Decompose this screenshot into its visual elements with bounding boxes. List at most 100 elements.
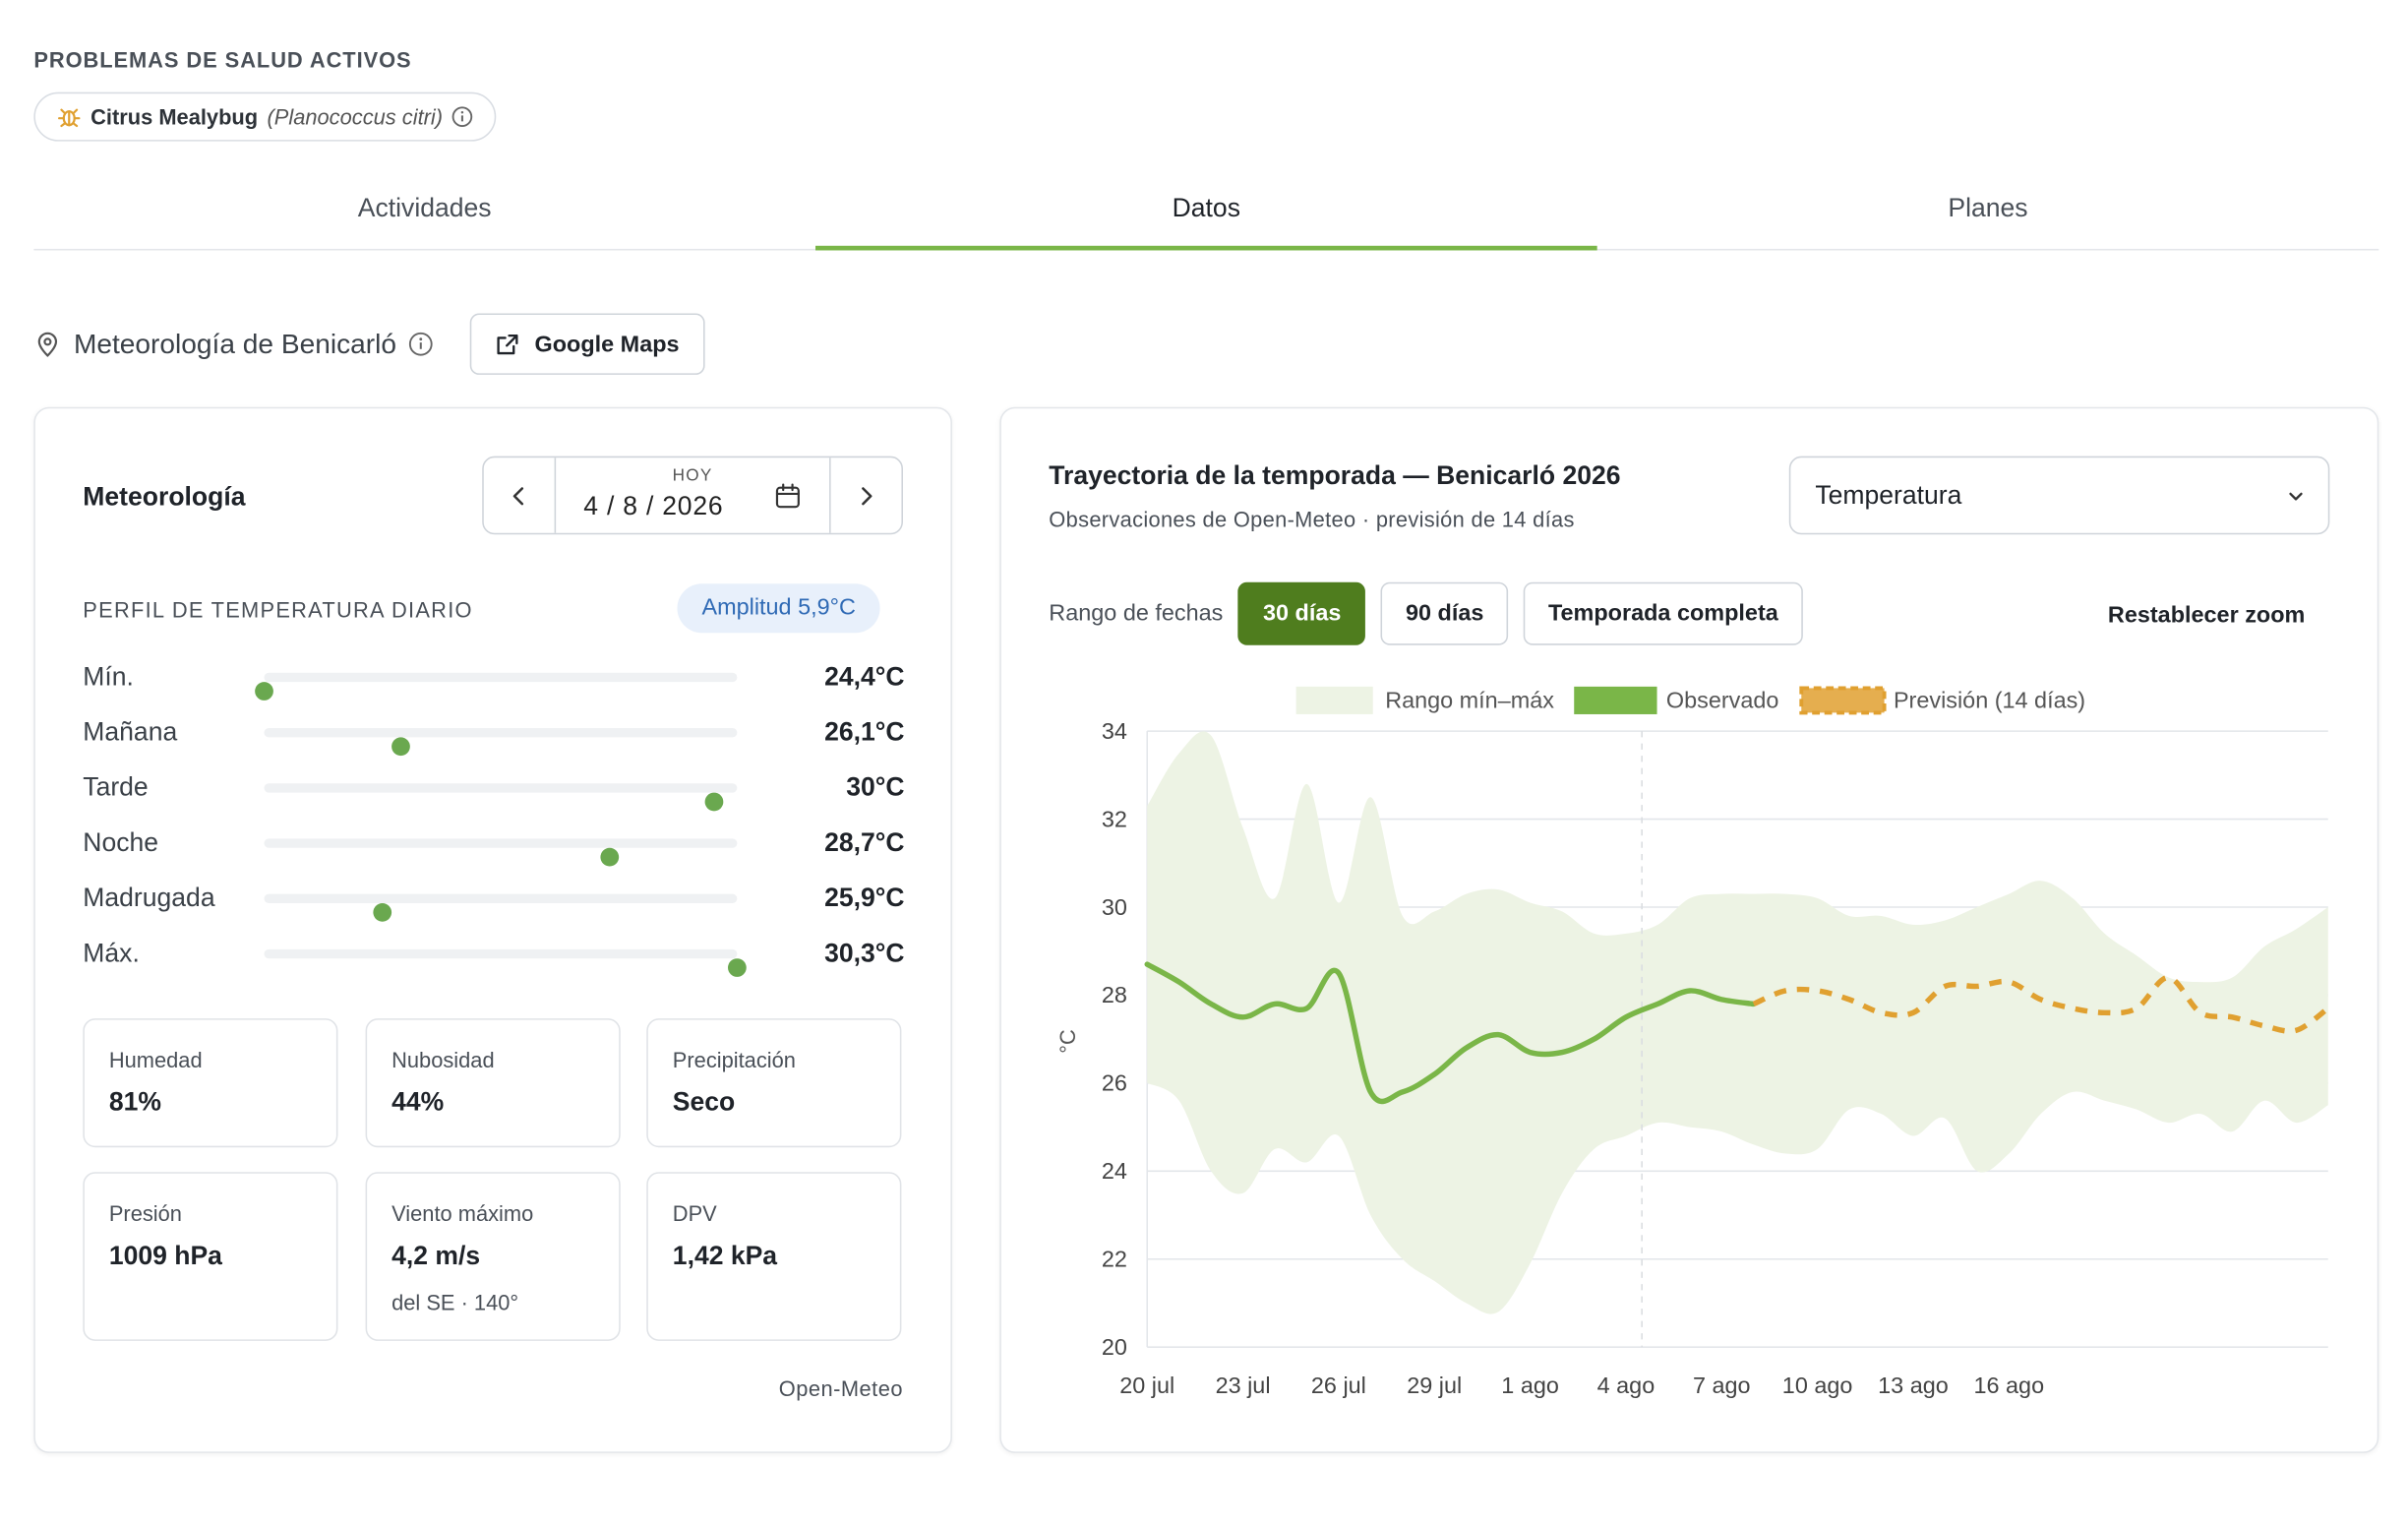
range-full-season-button[interactable]: Temporada completa: [1523, 581, 1803, 645]
metric-value: 1,42 kPa: [672, 1241, 778, 1271]
x-tick-label: 1 ago: [1501, 1372, 1559, 1398]
metric-label: Nubosidad: [391, 1047, 495, 1072]
google-maps-button[interactable]: Google Maps: [469, 313, 706, 375]
x-tick-label: 29 jul: [1407, 1372, 1462, 1398]
metric-label: Presión: [108, 1200, 182, 1226]
chevron-down-icon: [2289, 492, 2303, 501]
y-tick-label: 26: [1102, 1070, 1127, 1096]
legend-forecast-label: Previsión (14 días): [1894, 688, 2085, 713]
amplitude-badge: Amplitud 5,9°C: [677, 583, 880, 634]
metric-vpd: DPV 1,42 kPa: [646, 1172, 902, 1341]
health-issue-chip[interactable]: Citrus Mealybug (Planococcus citri): [33, 92, 497, 142]
metric-precipitation: Precipitación Seco: [646, 1018, 902, 1148]
chart-legend: Rango mín–máx Observado Previsión (14 dí…: [1295, 686, 2085, 715]
reset-zoom-button[interactable]: Restablecer zoom: [2107, 601, 2306, 629]
metric-value: 4,2 m/s: [391, 1241, 481, 1271]
temperature-row-max: Máx. 30,3°C: [83, 936, 905, 977]
date-picker: HOY 4 / 8 / 2026: [482, 456, 903, 535]
metric-cloud-cover: Nubosidad 44%: [365, 1018, 621, 1148]
temperature-row-value: 30°C: [846, 772, 905, 802]
y-tick-label: 32: [1102, 806, 1127, 831]
temperature-row-label: Mañana: [83, 717, 178, 747]
google-maps-label: Google Maps: [534, 331, 680, 357]
date-range-label: Rango de fechas: [1049, 600, 1224, 627]
active-health-issues-label: PROBLEMAS DE SALUD ACTIVOS: [33, 47, 412, 73]
temperature-marker: [728, 958, 747, 977]
calendar-icon[interactable]: [774, 482, 802, 510]
x-tick-label: 4 ago: [1597, 1372, 1656, 1398]
previous-day-button[interactable]: [484, 458, 555, 532]
temperature-marker: [703, 792, 723, 812]
temperature-row-value: 25,9°C: [824, 883, 905, 913]
x-tick-label: 16 ago: [1974, 1372, 2045, 1398]
x-tick-label: 13 ago: [1878, 1372, 1949, 1398]
legend-observed-swatch: [1574, 686, 1657, 714]
temperature-row-label: Máx.: [83, 938, 140, 968]
y-tick-label: 28: [1102, 982, 1127, 1007]
forecast-series-line: [1752, 974, 2330, 1034]
date-value: 4 / 8 / 2026: [583, 491, 724, 521]
y-tick-label: 22: [1102, 1247, 1127, 1272]
temperature-track: [264, 838, 738, 867]
metric-subtext: del SE · 140°: [391, 1290, 519, 1315]
weather-header: Meteorología de Benicarló Google Maps: [33, 313, 706, 375]
next-day-button[interactable]: [831, 458, 902, 532]
y-tick-label: 30: [1102, 894, 1127, 920]
variable-select-value: Temperatura: [1815, 480, 1962, 511]
x-tick-label: 26 jul: [1311, 1372, 1366, 1398]
temperature-row-value: 28,7°C: [824, 827, 905, 858]
legend-observed-label: Observado: [1666, 688, 1779, 713]
metric-label: Humedad: [108, 1047, 203, 1072]
external-link-icon: [497, 334, 518, 354]
metric-value: 44%: [391, 1087, 445, 1117]
temperature-row-manana: Mañana 26,1°C: [83, 714, 905, 757]
date-input[interactable]: HOY 4 / 8 / 2026: [554, 458, 831, 533]
daily-temperature-profile-label: PERFIL DE TEMPERATURA DIARIO: [83, 597, 473, 623]
metric-value: 81%: [108, 1087, 161, 1117]
variable-select[interactable]: Temperatura: [1788, 456, 2330, 535]
tab-datos[interactable]: Datos: [814, 172, 1597, 251]
temperature-row-madrugada: Madrugada 25,9°C: [83, 881, 905, 922]
tab-actividades[interactable]: Actividades: [357, 193, 492, 223]
temperature-row-value: 30,3°C: [824, 938, 905, 968]
x-tick-label: 20 jul: [1119, 1372, 1174, 1398]
bug-icon: [58, 108, 81, 128]
metric-value: Seco: [672, 1087, 736, 1117]
temperature-track: [264, 783, 738, 812]
temperature-row-value: 24,4°C: [824, 661, 905, 692]
tab-planes[interactable]: Planes: [1948, 193, 2028, 223]
info-icon[interactable]: [452, 106, 473, 128]
info-icon[interactable]: [408, 332, 433, 356]
range-30-days-button[interactable]: 30 días: [1237, 581, 1366, 645]
metric-label: DPV: [672, 1200, 717, 1226]
temperature-marker: [600, 847, 619, 867]
temperature-marker: [373, 902, 392, 922]
metric-humidity: Humedad 81%: [83, 1018, 338, 1148]
health-issue-scientific-name: (Planococcus citri): [267, 104, 444, 130]
range-90-days-button[interactable]: 90 días: [1380, 581, 1509, 645]
legend-forecast-swatch: [1799, 686, 1887, 715]
temperature-row-label: Mín.: [83, 661, 134, 692]
x-tick-label: 23 jul: [1216, 1372, 1271, 1398]
legend-range-label: Rango mín–máx: [1385, 688, 1554, 713]
y-axis-label: °C: [1055, 1029, 1080, 1054]
temperature-row-label: Madrugada: [83, 883, 215, 913]
range-min-max-area: [1147, 731, 2328, 1314]
observed-series-line: [1144, 961, 1757, 1105]
metric-pressure: Presión 1009 hPa: [83, 1172, 338, 1341]
chevron-right-icon: [862, 486, 873, 505]
date-caption: HOY: [672, 466, 713, 486]
temperature-row-noche: Noche 28,7°C: [83, 824, 905, 867]
weather-location-title: Meteorología de Benicarló: [73, 328, 397, 359]
metric-label: Precipitación: [672, 1047, 796, 1072]
trajectory-subtitle: Observaciones de Open-Meteo · previsión …: [1049, 507, 1575, 532]
metric-label: Viento máximo: [391, 1200, 534, 1226]
temperature-row-label: Tarde: [83, 772, 149, 802]
y-tick-label: 24: [1102, 1158, 1127, 1184]
temperature-track: [264, 948, 747, 977]
temperature-row-tarde: Tarde 30°C: [83, 769, 905, 812]
weather-card: Meteorología HOY 4 / 8 / 2026 PERFIL DE …: [33, 406, 952, 1453]
metric-value: 1009 hPa: [108, 1241, 222, 1271]
temperature-chart[interactable]: 20 22 24 26 28 30 32 34 20 jul 23 jul 26 jul 29 jul…: [1001, 408, 2380, 1454]
temperature-row-min: Mín. 24,4°C: [83, 659, 905, 701]
